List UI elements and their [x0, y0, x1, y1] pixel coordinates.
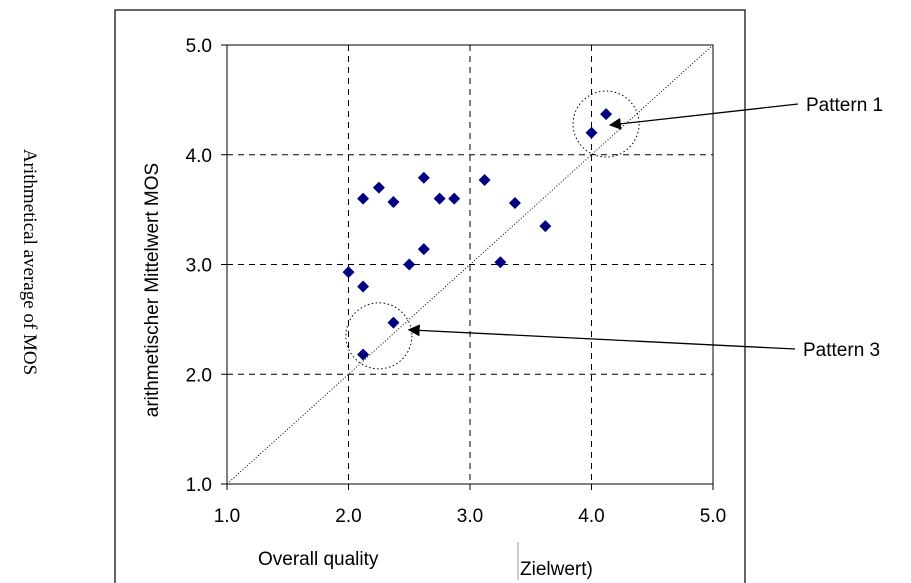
data-point	[387, 195, 400, 208]
data-point	[357, 348, 370, 361]
outer-y-axis-label: Arithmetical average of MOS	[19, 149, 40, 375]
data-points	[342, 108, 613, 361]
data-point	[372, 181, 385, 194]
y-tick-label: 4.0	[186, 146, 212, 167]
label-mask	[518, 540, 526, 580]
data-point	[403, 258, 416, 271]
x-axis-ticks: 1.0 2.0 3.0 4.0 5.0	[214, 484, 726, 527]
data-point	[417, 171, 430, 184]
x-tick-label: 3.0	[457, 506, 483, 527]
y-tick-label: 5.0	[186, 36, 212, 57]
data-point	[585, 126, 598, 139]
chart-frame	[114, 9, 746, 583]
x-tick-label: 1.0	[214, 506, 240, 527]
x-axis-label-fragment: Zielwert)	[520, 559, 593, 580]
y-tick-label: 1.0	[186, 475, 212, 496]
data-point	[508, 197, 521, 210]
x-tick-label: 2.0	[335, 506, 361, 527]
data-point	[433, 192, 446, 205]
annotation-arrows: Pattern 1 Pattern 3	[407, 95, 883, 361]
y-tick-label: 3.0	[186, 256, 212, 277]
data-point	[448, 192, 461, 205]
x-axis-label: Overall quality	[258, 549, 379, 570]
data-point	[600, 108, 613, 121]
data-point	[539, 220, 552, 233]
annotation-label: Pattern 1	[806, 95, 883, 116]
data-point	[357, 280, 370, 293]
data-point	[494, 256, 507, 269]
y-axis-label: arithmetischer Mittelwert MOS	[142, 163, 163, 417]
data-point	[417, 243, 430, 256]
x-tick-label: 4.0	[578, 506, 604, 527]
x-tick-label: 5.0	[700, 506, 726, 527]
y-tick-label: 2.0	[186, 365, 212, 386]
data-point	[387, 316, 400, 329]
annotation-arrow	[407, 324, 796, 350]
data-point	[478, 173, 491, 186]
annotation-arrow	[608, 103, 799, 130]
y-axis-ticks: 1.0 2.0 3.0 4.0 5.0	[186, 36, 227, 496]
reference-diagonal	[226, 44, 714, 485]
data-point	[357, 192, 370, 205]
data-point	[342, 266, 355, 279]
pattern-circle	[572, 90, 640, 158]
annotation-label: Pattern 3	[803, 340, 880, 361]
